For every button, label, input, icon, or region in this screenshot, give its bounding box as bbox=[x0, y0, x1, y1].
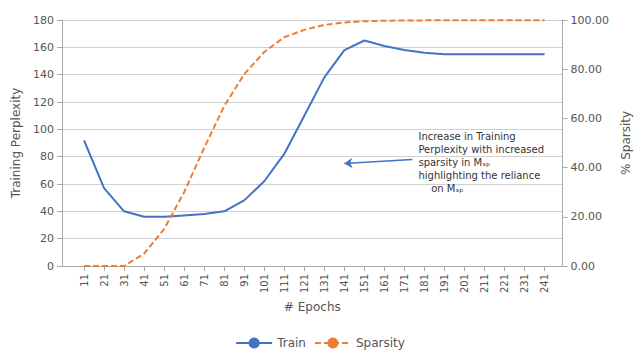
svg-text:201: 201 bbox=[459, 274, 470, 293]
svg-text:151: 151 bbox=[359, 274, 370, 293]
svg-text:11: 11 bbox=[79, 274, 90, 287]
svg-text:Increase in Training: Increase in Training bbox=[418, 131, 515, 142]
svg-text:60: 60 bbox=[40, 178, 54, 191]
svg-text:40.00: 40.00 bbox=[571, 161, 603, 174]
svg-text:120: 120 bbox=[33, 96, 54, 109]
svg-text:241: 241 bbox=[539, 274, 550, 293]
svg-text:60.00: 60.00 bbox=[571, 112, 603, 125]
svg-text:100: 100 bbox=[33, 123, 54, 136]
svg-text:161: 161 bbox=[379, 274, 390, 293]
svg-text:71: 71 bbox=[199, 274, 210, 287]
svg-text:51: 51 bbox=[159, 274, 170, 287]
svg-text:Perplexity with increased: Perplexity with increased bbox=[418, 144, 544, 155]
svg-text:41: 41 bbox=[139, 274, 150, 287]
svg-text:111: 111 bbox=[279, 274, 290, 293]
svg-text:191: 191 bbox=[439, 274, 450, 293]
svg-text:81: 81 bbox=[219, 274, 230, 287]
svg-text:% Sparsity: % Sparsity bbox=[619, 111, 633, 175]
svg-text:Training Perplexity: Training Perplexity bbox=[9, 88, 23, 200]
svg-text:61: 61 bbox=[179, 274, 190, 287]
svg-text:101: 101 bbox=[259, 274, 270, 293]
svg-text:0: 0 bbox=[47, 260, 54, 273]
svg-text:91: 91 bbox=[239, 274, 250, 287]
svg-text:sparsity in Mₛₚ: sparsity in Mₛₚ bbox=[418, 157, 490, 168]
svg-text:160: 160 bbox=[33, 41, 54, 54]
svg-text:231: 231 bbox=[519, 274, 530, 293]
svg-text:121: 121 bbox=[299, 274, 310, 293]
svg-text:141: 141 bbox=[339, 274, 350, 293]
svg-text:180: 180 bbox=[33, 14, 54, 27]
svg-text:31: 31 bbox=[119, 274, 130, 287]
svg-text:181: 181 bbox=[419, 274, 430, 293]
svg-text:highlighting the reliance: highlighting the reliance bbox=[418, 170, 540, 181]
svg-text:211: 211 bbox=[479, 274, 490, 293]
svg-text:80.00: 80.00 bbox=[571, 63, 603, 76]
svg-text:# Epochs: # Epochs bbox=[284, 300, 341, 314]
svg-text:20: 20 bbox=[40, 232, 54, 245]
svg-text:131: 131 bbox=[319, 274, 330, 293]
svg-text:21: 21 bbox=[99, 274, 110, 287]
svg-text:140: 140 bbox=[33, 68, 54, 81]
svg-text:Train: Train bbox=[276, 336, 306, 350]
svg-text:80: 80 bbox=[40, 150, 54, 163]
svg-text:20.00: 20.00 bbox=[571, 210, 603, 223]
svg-text:221: 221 bbox=[499, 274, 510, 293]
svg-text:171: 171 bbox=[399, 274, 410, 293]
svg-text:on Mₛₚ: on Mₛₚ bbox=[418, 183, 463, 194]
svg-text:100.00: 100.00 bbox=[571, 14, 610, 27]
svg-text:40: 40 bbox=[40, 205, 54, 218]
svg-text:0.00: 0.00 bbox=[571, 260, 596, 273]
svg-text:Sparsity: Sparsity bbox=[356, 336, 405, 350]
